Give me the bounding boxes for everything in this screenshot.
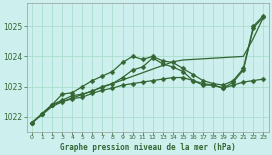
X-axis label: Graphe pression niveau de la mer (hPa): Graphe pression niveau de la mer (hPa) — [60, 143, 236, 152]
